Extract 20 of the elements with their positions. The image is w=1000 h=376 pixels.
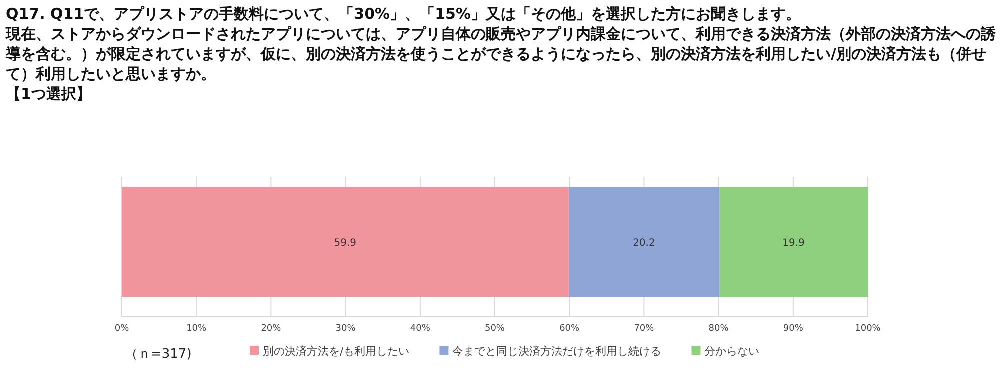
data-label: 20.2 [633, 238, 656, 249]
data-label: 59.9 [334, 238, 357, 249]
annotation: （ｎ=317) [125, 347, 192, 362]
x-tick-label: 50% [484, 324, 506, 334]
x-tick-label: 20% [261, 324, 282, 334]
subtitle: 現在、ストアからダウンロードされたアプリについては、アプリ自体の販売やアプリ内課金について、利用できる決済方法（外部の決済方法への誘導を含む。）が限定されていますが、仮に、別の決済方法を使うことができるようになったら、別の決済方法を利用したい/別の決済方法も（併せて）利用したいと思いますか。 [6, 24, 996, 84]
x-tick-label: 30% [336, 324, 356, 334]
title: Q17. Q11で、アプリストアの手数料について、「30%」、「15%」又は「その他」を選択した方にお聞きします。 [6, 4, 802, 24]
x-tick-label: 10% [186, 324, 208, 334]
x-tick-label: 60% [560, 324, 580, 334]
x-tick-label: 100% [855, 324, 882, 334]
x-tick-label: 80% [708, 324, 730, 334]
x-tick-label: 0% [114, 324, 130, 334]
x-tick-label: 90% [783, 324, 804, 334]
data-label: 19.9 [782, 238, 805, 249]
x-tick-label: 70% [634, 324, 655, 334]
annotation: 【1つ選択】 [6, 84, 92, 104]
plot: 0% 10% 20% 30% 40% 50% 60% 70% 80% 90% 100% 59.9 20.2 19.9 [114, 176, 881, 334]
legend-label: 分からない [704, 345, 760, 358]
x-tick-label: 40% [410, 324, 431, 334]
